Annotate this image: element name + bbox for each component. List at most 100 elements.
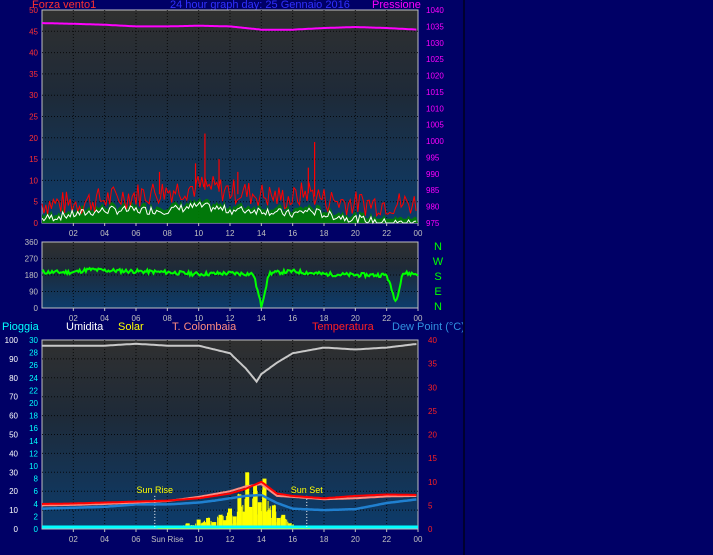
- weather-panel-xtick-label: 22: [382, 535, 391, 544]
- rain-line: [42, 525, 418, 529]
- wind-panel-xtick-label: 08: [163, 229, 172, 238]
- wind-ytick-label: 0: [34, 219, 39, 228]
- wind-panel-xtick-label: 10: [194, 229, 203, 238]
- humidity-axis-label: Umidita: [66, 321, 104, 333]
- wind-panel-xtick-label: 20: [351, 229, 360, 238]
- rain-ytick-label: 28: [29, 349, 38, 358]
- solar-bar: [228, 508, 232, 529]
- wind-panel-xtick-label: 18: [320, 229, 329, 238]
- wind-panel-xtick-label: 12: [226, 229, 235, 238]
- temperature-ytick-label: 35: [428, 360, 437, 369]
- compass-label: N: [434, 301, 442, 313]
- solar-bar: [257, 502, 262, 529]
- weather-panel-xtick-label: 04: [100, 535, 109, 544]
- compass-label: W: [433, 256, 444, 268]
- humidity-ytick-label: 0: [14, 525, 19, 534]
- weather-panel-xtick-label: 10: [194, 535, 203, 544]
- weather-panel-xtick-label: 20: [351, 535, 360, 544]
- temperature-ytick-label: 25: [428, 407, 437, 416]
- direction-ytick-label: 270: [25, 255, 39, 264]
- humidity-ytick-label: 40: [9, 449, 18, 458]
- temperature-ytick-label: 0: [428, 525, 433, 534]
- temperature-ytick-label: 40: [428, 336, 437, 345]
- wind-ytick-label: 25: [29, 113, 38, 122]
- rain-ytick-label: 14: [29, 437, 38, 446]
- direction-panel-xtick-label: 12: [226, 314, 235, 323]
- wind-ytick-label: 40: [29, 49, 38, 58]
- temperature-ytick-label: 10: [428, 478, 437, 487]
- pressure-ytick-label: 1015: [426, 88, 444, 97]
- pressure-ytick-label: 990: [426, 170, 440, 179]
- humidity-line: [42, 342, 417, 384]
- rain-ytick-label: 6: [34, 487, 39, 496]
- weather-panel-xtick-label: 12: [226, 535, 235, 544]
- direction-ytick-label: 360: [25, 238, 39, 247]
- temperature-axis-label: Temperatura: [312, 321, 374, 333]
- wind-average-line: [41, 201, 417, 225]
- sun-marker-label: Sun Set: [291, 485, 324, 495]
- temperature-ytick-label: 15: [428, 454, 437, 463]
- pressure-ytick-label: 985: [426, 186, 440, 195]
- dewpoint-label: Dew Point (°C): [392, 321, 465, 333]
- direction-panel-xtick-label: 14: [257, 314, 266, 323]
- direction-panel-xtick-label: 06: [132, 314, 141, 323]
- rain-axis-label: Pioggia: [2, 321, 39, 333]
- direction-panel-xtick-label: 10: [194, 314, 203, 323]
- direction-panel-xtick-label: 22: [382, 314, 391, 323]
- compass-label: N: [434, 241, 442, 253]
- rain-ytick-label: 18: [29, 412, 38, 421]
- compass-label: S: [434, 271, 441, 283]
- wind-panel-xtick-label: 14: [257, 229, 266, 238]
- pressure-axis-label: Pressione: [372, 0, 421, 11]
- rain-ytick-label: 20: [29, 399, 38, 408]
- weather-panel-xtick-label: 18: [320, 535, 329, 544]
- sun-marker-label: Sun Rise: [137, 485, 174, 495]
- wind-axis-label: Forza vento1: [32, 0, 97, 11]
- solar-bar: [306, 528, 311, 529]
- temperature-line: [41, 480, 417, 505]
- tcolombaia-line: [42, 483, 417, 507]
- rain-ytick-label: 10: [29, 462, 38, 471]
- weather-panel-xtick-label: 14: [257, 535, 266, 544]
- humidity-ytick-label: 10: [9, 506, 18, 515]
- wind-panel-xtick-label: 02: [69, 229, 78, 238]
- weather-panel-xtick-label: 16: [288, 535, 297, 544]
- wind-ytick-label: 45: [29, 27, 38, 36]
- pressure-ytick-label: 1040: [426, 6, 444, 15]
- compass-label: E: [434, 286, 441, 298]
- pressure-ytick-label: 995: [426, 153, 440, 162]
- direction-panel-xtick-label: 00: [414, 314, 423, 323]
- humidity-ytick-label: 70: [9, 393, 18, 402]
- wind-ytick-label: 10: [29, 176, 38, 185]
- pressure-ytick-label: 1030: [426, 39, 444, 48]
- direction-ytick-label: 0: [34, 304, 39, 313]
- solar-bar: [281, 514, 286, 529]
- humidity-ytick-label: 30: [9, 468, 18, 477]
- humidity-ytick-label: 90: [9, 355, 18, 364]
- weather-panel-xtick-label: Sun Rise: [151, 535, 184, 544]
- wind-panel-xtick-label: 22: [382, 229, 391, 238]
- rain-ytick-label: 26: [29, 361, 38, 370]
- humidity-ytick-label: 80: [9, 374, 18, 383]
- rain-ytick-label: 8: [34, 475, 39, 484]
- pressure-ytick-label: 1000: [426, 137, 444, 146]
- tcolombaia-label: T. Colombaia: [172, 321, 237, 333]
- weather-panel-plot-area: [41, 339, 419, 530]
- solar-label: Solar: [118, 321, 144, 333]
- wind-ytick-label: 5: [34, 198, 39, 207]
- direction-panel-xtick-label: 08: [163, 314, 172, 323]
- wind-speed-line: [41, 175, 417, 218]
- rain-ytick-label: 2: [34, 512, 39, 521]
- wind-ytick-label: 30: [29, 91, 38, 100]
- graph-title: 24 hour graph day: 25 Gennaio 2016: [170, 0, 350, 11]
- weather-panel-xtick-label: 00: [414, 535, 423, 544]
- rain-ytick-label: 16: [29, 424, 38, 433]
- humidity-ytick-label: 60: [9, 412, 18, 421]
- pressure-ytick-label: 975: [426, 219, 440, 228]
- direction-ytick-label: 90: [29, 288, 38, 297]
- wind-panel-xtick-label: 04: [100, 229, 109, 238]
- wind-ytick-label: 15: [29, 155, 38, 164]
- wind-panel-xtick-label: 00: [414, 229, 423, 238]
- wind-ytick-label: 20: [29, 134, 38, 143]
- rain-ytick-label: 22: [29, 386, 38, 395]
